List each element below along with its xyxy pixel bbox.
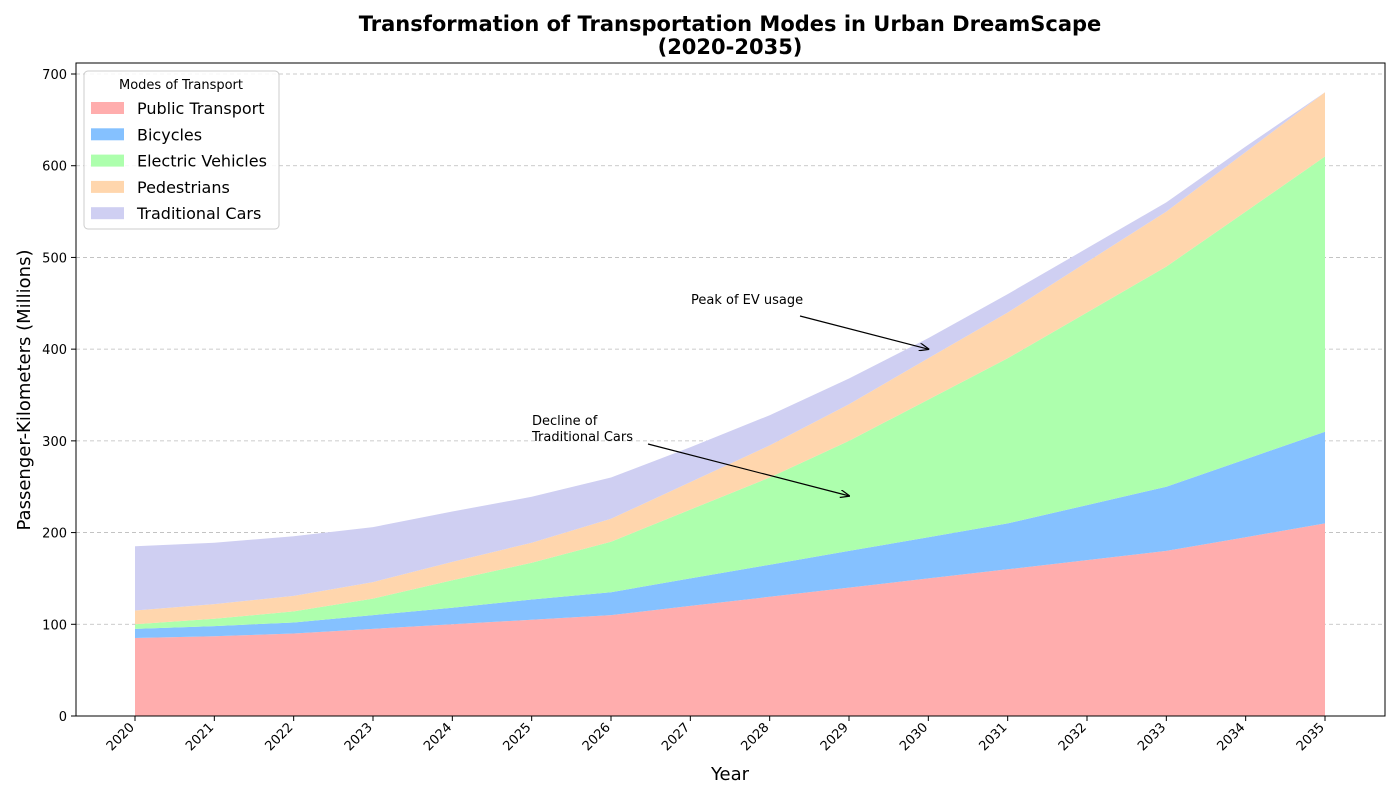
x-tick-label: 2023 [342, 720, 376, 754]
x-tick-label: 2028 [738, 720, 772, 754]
area-series-traditional-cars [135, 92, 1325, 611]
annotation-arrow [799, 315, 928, 349]
annotation-text: Traditional Cars [531, 430, 633, 445]
legend-label-electric-vehicles: Electric Vehicles [137, 152, 267, 171]
legend-swatch-pedestrians [91, 180, 124, 193]
stacked-areas [135, 92, 1325, 716]
legend-label-traditional-cars: Traditional Cars [136, 204, 261, 223]
legend: Modes of Transport Public Transport Bicyc… [83, 70, 280, 230]
y-axis-label: Passenger-Kilometers (Millions) [14, 250, 35, 531]
x-tick-label: 2021 [183, 720, 217, 754]
x-tick-label: 2031 [976, 720, 1010, 754]
x-tick-label: 2022 [262, 720, 296, 754]
x-tick-label: 2030 [897, 720, 931, 754]
chart-title: Transformation of Transportation Modes i… [359, 12, 1102, 36]
y-tick-label: 700 [42, 68, 67, 83]
y-tick-label: 100 [42, 618, 67, 633]
x-tick-label: 2020 [104, 720, 138, 754]
x-tick-label: 2032 [1056, 720, 1090, 754]
legend-box [83, 70, 280, 230]
annotation-text: Peak of EV usage [691, 293, 803, 308]
y-tick-label: 400 [42, 343, 67, 358]
x-tick-label: 2034 [1214, 720, 1248, 754]
y-tick-label: 600 [42, 160, 67, 175]
plot-frame [75, 62, 1386, 717]
x-tick-label: 2026 [580, 720, 614, 754]
annotation-arrow [647, 443, 849, 496]
x-tick-label: 2027 [659, 720, 693, 754]
legend-swatch-traditional-cars [91, 207, 124, 220]
area-series-public-transport [135, 523, 1325, 716]
legend-title: Modes of Transport [119, 78, 243, 93]
chart-subtitle: (2020-2035) [658, 35, 803, 59]
legend-label-public-transport: Public Transport [137, 99, 265, 118]
x-tick-label: 2025 [500, 720, 534, 754]
legend-swatch-electric-vehicles [91, 154, 124, 167]
x-tick-label: 2035 [1294, 720, 1328, 754]
x-tick-label: 2024 [421, 720, 455, 754]
area-series-electric-vehicles [135, 156, 1325, 629]
y-tick-label: 300 [42, 435, 67, 450]
y-tick-label: 0 [59, 710, 67, 725]
legend-swatch-bicycles [91, 128, 124, 141]
area-series-bicycles [135, 431, 1325, 638]
legend-label-bicycles: Bicycles [137, 125, 202, 144]
x-axis-label: Year [710, 764, 750, 785]
legend-swatch-public-transport [91, 102, 124, 114]
x-tick-label: 2033 [1135, 720, 1169, 754]
x-tick-label: 2029 [818, 720, 852, 754]
y-tick-label: 200 [42, 527, 67, 542]
annotation-text: Decline of [532, 414, 598, 429]
y-tick-label: 500 [42, 251, 67, 266]
legend-label-pedestrians: Pedestrians [137, 178, 230, 197]
